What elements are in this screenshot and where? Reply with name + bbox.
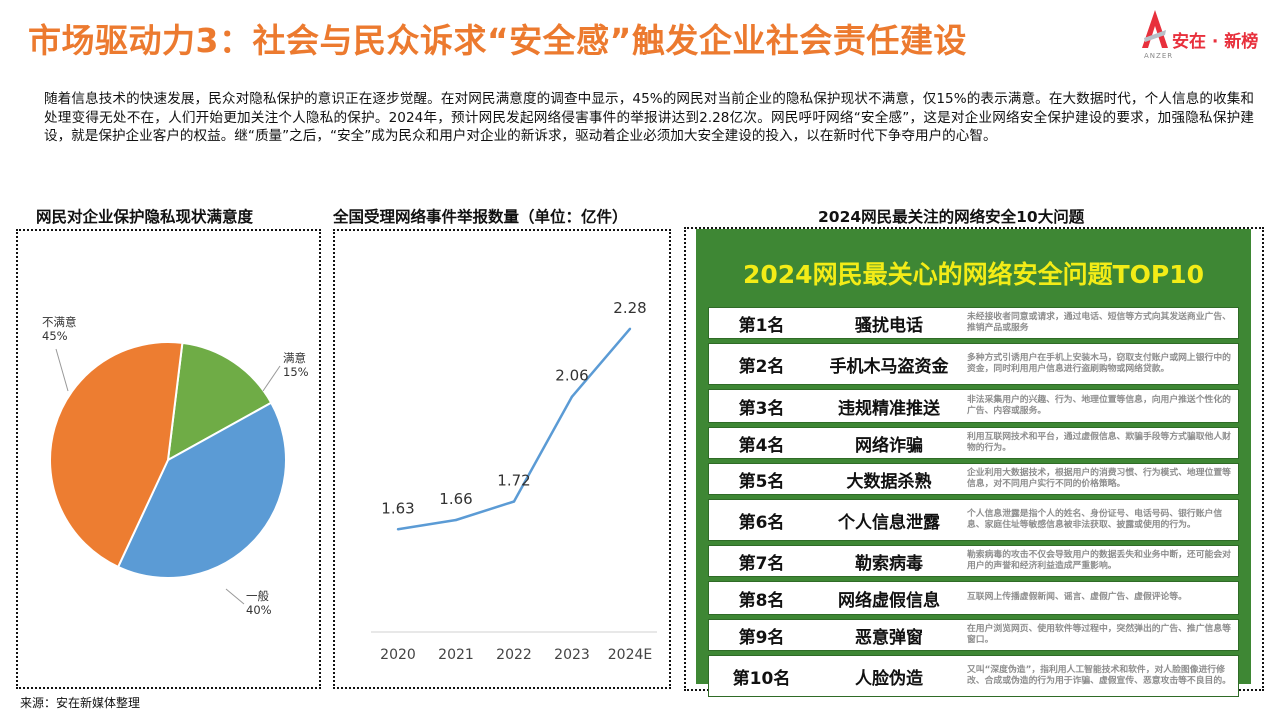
line-point xyxy=(396,528,400,531)
intro-paragraph: 随着信息技术的快速发展，民众对隐私保护的意识正在逐步觉醒。在对网民满意度的调查中… xyxy=(44,91,1254,144)
top10-issue-desc: 多种方式引诱用户在手机上安装木马，窃取支付账户或网上银行中的资金，同时利用用户信… xyxy=(967,352,1231,375)
logo-mark-icon xyxy=(1142,10,1168,48)
x-tick-label: 2020 xyxy=(380,647,416,663)
pie-label-percent: 45% xyxy=(42,329,68,343)
pie-label-percent: 15% xyxy=(283,365,309,379)
top10-row: 第7名 勒索病毒 勒索病毒的攻击不仅会导致用户的数据丢失和业务中断，还可能会对用户的… xyxy=(708,545,1239,577)
top10-issue-desc: 在用户浏览网页、使用软件等过程中，突然弹出的广告、推广信息等窗口。 xyxy=(967,623,1231,646)
line-point xyxy=(454,518,458,522)
top10-issue-name: 人脸伪造 xyxy=(855,668,923,689)
pie-panel: 满意 15% 一般 40% 不满意 45% xyxy=(16,229,321,689)
pie-label-1: 一般 40% xyxy=(246,589,272,617)
top10-issue-name: 违规精准推送 xyxy=(838,398,940,419)
line-point xyxy=(512,500,516,503)
pie-slice-0 xyxy=(166,341,273,462)
top10-issue-name: 网络虚假信息 xyxy=(838,590,940,611)
source-note: 来源：安在新媒体整理 xyxy=(20,696,141,710)
top10-row: 第6名 个人信息泄露 个人信息泄露是指个人的姓名、身份证号、电话号码、银行账户信息、… xyxy=(708,499,1239,541)
top10-rank: 第2名 xyxy=(738,356,785,377)
pie-leader-line xyxy=(262,365,281,392)
top10-issue-name: 个人信息泄露 xyxy=(838,512,940,533)
top10-issue-desc: 未经接收者同意或请求，通过电话、短信等方式向其发送商业广告、推销产品或服务 xyxy=(967,311,1231,334)
line-panel: 1.63 2020 1.66 2021 1.72 2022 2.06 2023 2.28 2024… xyxy=(333,229,671,689)
top10-issue-name: 网络诈骗 xyxy=(855,435,923,456)
top10-rank: 第4名 xyxy=(738,435,785,456)
top10-issue-desc: 又叫“深度伪造”，指利用人工智能技术和软件，对人脸图像进行修改、合成或伪造的行为… xyxy=(967,664,1231,687)
top10-rank: 第9名 xyxy=(738,627,785,648)
pie-label-2: 不满意 45% xyxy=(42,315,77,343)
data-label: 1.66 xyxy=(439,490,472,508)
logo-subtext: ANZER xyxy=(1144,52,1174,60)
top10-row: 第4名 网络诈骗 利用互联网技术和平台，通过虚假信息、欺骗手段等方式骗取他人财物的行… xyxy=(708,427,1239,459)
data-label: 2.28 xyxy=(613,299,646,317)
top10-rank: 第3名 xyxy=(738,398,785,419)
line-panel-title: 全国受理网络事件举报数量（单位：亿件） xyxy=(333,208,628,226)
data-label: 1.63 xyxy=(381,499,414,517)
top10-issue-desc: 勒索病毒的攻击不仅会导致用户的数据丢失和业务中断，还可能会对用户的声誉和经济利益… xyxy=(967,549,1231,572)
brand-logo: 安在 · 新榜 ANZER xyxy=(1138,8,1274,60)
top10-rank: 第7名 xyxy=(738,553,785,574)
line-point xyxy=(570,395,574,398)
data-label: 2.06 xyxy=(555,367,588,385)
page-title: 市场驱动力3：社会与民众诉求“安全感”触发企业社会责任建设 xyxy=(28,21,967,60)
pie-leader-line xyxy=(225,588,245,605)
top10-row: 第2名 手机木马盗资金 多种方式引诱用户在手机上安装木马，窃取支付账户或网上银行中的… xyxy=(708,343,1239,385)
top10-issue-name: 恶意弹窗 xyxy=(855,627,923,648)
pie-slice-1 xyxy=(116,401,287,579)
top10-issue-name: 大数据杀熟 xyxy=(846,471,932,492)
logo-text: 安在 · 新榜 xyxy=(1172,32,1259,52)
top10-issue-desc: 利用互联网技术和平台，通过虚假信息、欺骗手段等方式骗取他人财物的行为。 xyxy=(967,431,1231,454)
pie-label-category: 不满意 xyxy=(42,315,77,329)
x-tick-label: 2024E xyxy=(608,647,652,663)
data-label: 1.72 xyxy=(497,472,530,490)
pie-leader-line xyxy=(55,348,69,392)
top10-row: 第10名 人脸伪造 又叫“深度伪造”，指利用人工智能技术和软件，对人脸图像进行修改、… xyxy=(708,655,1239,697)
top10-row: 第8名 网络虚假信息 互联网上传播虚假新闻、谣言、虚假广告、虚假评论等。 xyxy=(708,581,1239,615)
top10-row: 第5名 大数据杀熟 企业利用大数据技术，根据用户的消费习惯、行为模式、地理位置等信息… xyxy=(708,463,1239,495)
line-chart: 1.63 2020 1.66 2021 1.72 2022 2.06 2023 2.28 2024… xyxy=(371,299,657,663)
top10-issue-desc: 非法采集用户的兴趣、行为、地理位置等信息，向用户推送个性化的广告、内容或服务。 xyxy=(967,394,1231,417)
top10-panel-title: 2024网民最关注的网络安全10大问题 xyxy=(818,208,1085,226)
top10-issue-name: 勒索病毒 xyxy=(855,553,923,574)
top10-board: 2024网民最关心的网络安全问题TOP10 第1名 骚扰电话 未经接收者同意或请求，… xyxy=(696,229,1251,697)
pie-label-category: 满意 xyxy=(283,351,306,365)
top10-rank: 第5名 xyxy=(738,471,785,492)
top10-issue-desc: 企业利用大数据技术，根据用户的消费习惯、行为模式、地理位置等信息，对不同用户实行… xyxy=(967,467,1231,490)
pie-chart xyxy=(49,341,287,605)
top10-issue-desc: 互联网上传播虚假新闻、谣言、虚假广告、虚假评论等。 xyxy=(967,592,1187,603)
top10-issue-desc: 个人信息泄露是指个人的姓名、身份证号、电话号码、银行账户信息、家庭住址等敏感信息… xyxy=(967,508,1223,531)
pie-panel-title: 网民对企业保护隐私现状满意度 xyxy=(36,208,254,226)
pie-label-category: 一般 xyxy=(246,589,269,603)
pie-label-0: 满意 15% xyxy=(283,351,309,379)
x-tick-label: 2023 xyxy=(554,647,590,663)
top10-rank: 第6名 xyxy=(738,512,785,533)
top10-row: 第3名 违规精准推送 非法采集用户的兴趣、行为、地理位置等信息，向用户推送个性化的广… xyxy=(708,389,1239,423)
top10-rank: 第1名 xyxy=(738,315,785,336)
x-tick-label: 2021 xyxy=(438,647,474,663)
top10-issue-name: 骚扰电话 xyxy=(855,315,923,336)
top10-row: 第1名 骚扰电话 未经接收者同意或请求，通过电话、短信等方式向其发送商业广告、推销产… xyxy=(708,307,1239,339)
top10-heading: 2024网民最关心的网络安全问题TOP10 xyxy=(743,260,1204,289)
line-point xyxy=(628,327,632,331)
x-tick-label: 2022 xyxy=(496,647,532,663)
pie-slice-2 xyxy=(49,341,184,569)
top10-rank: 第8名 xyxy=(738,590,785,611)
top10-issue-name: 手机木马盗资金 xyxy=(829,356,949,377)
top10-row: 第9名 恶意弹窗 在用户浏览网页、使用软件等过程中，突然弹出的广告、推广信息等窗口。 xyxy=(708,619,1239,651)
line-series xyxy=(397,328,631,531)
pie-label-percent: 40% xyxy=(246,603,272,617)
top10-rank: 第10名 xyxy=(732,668,791,689)
